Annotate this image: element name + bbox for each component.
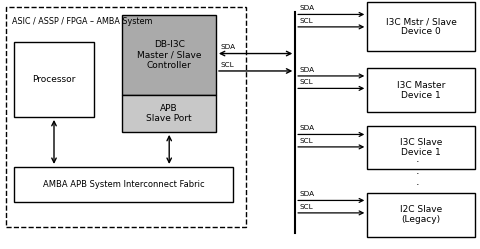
Text: SCL: SCL: [299, 138, 312, 144]
Bar: [367, 2, 475, 51]
Text: SDA: SDA: [221, 44, 236, 50]
Bar: [6, 7, 246, 227]
Text: I3C Slave
Device 1: I3C Slave Device 1: [400, 138, 443, 157]
Text: SCL: SCL: [221, 62, 234, 68]
Text: .
.
.: . . .: [416, 154, 420, 187]
Bar: [14, 42, 94, 117]
Text: SCL: SCL: [299, 204, 312, 210]
Text: SDA: SDA: [299, 191, 314, 197]
Text: SDA: SDA: [299, 5, 314, 11]
Text: AMBA APB System Interconnect Fabric: AMBA APB System Interconnect Fabric: [43, 180, 204, 189]
Text: SCL: SCL: [299, 79, 312, 85]
Bar: [367, 126, 475, 169]
Text: ASIC / ASSP / FPGA – AMBA System: ASIC / ASSP / FPGA – AMBA System: [12, 17, 152, 26]
Text: APB
Slave Port: APB Slave Port: [146, 104, 192, 123]
Text: SCL: SCL: [299, 18, 312, 24]
Text: I3C Master
Device 1: I3C Master Device 1: [397, 81, 445, 100]
Text: DB-I3C
Master / Slave
Controller: DB-I3C Master / Slave Controller: [137, 40, 202, 70]
Bar: [367, 193, 475, 237]
Text: Processor: Processor: [32, 75, 76, 84]
Bar: [122, 95, 216, 132]
Text: I2C Slave
(Legacy): I2C Slave (Legacy): [400, 205, 443, 224]
Bar: [367, 68, 475, 112]
Text: SDA: SDA: [299, 125, 314, 131]
Bar: [122, 15, 216, 95]
Bar: [14, 167, 233, 202]
Text: I3C Mstr / Slave
Device 0: I3C Mstr / Slave Device 0: [386, 17, 456, 36]
Text: SDA: SDA: [299, 67, 314, 73]
